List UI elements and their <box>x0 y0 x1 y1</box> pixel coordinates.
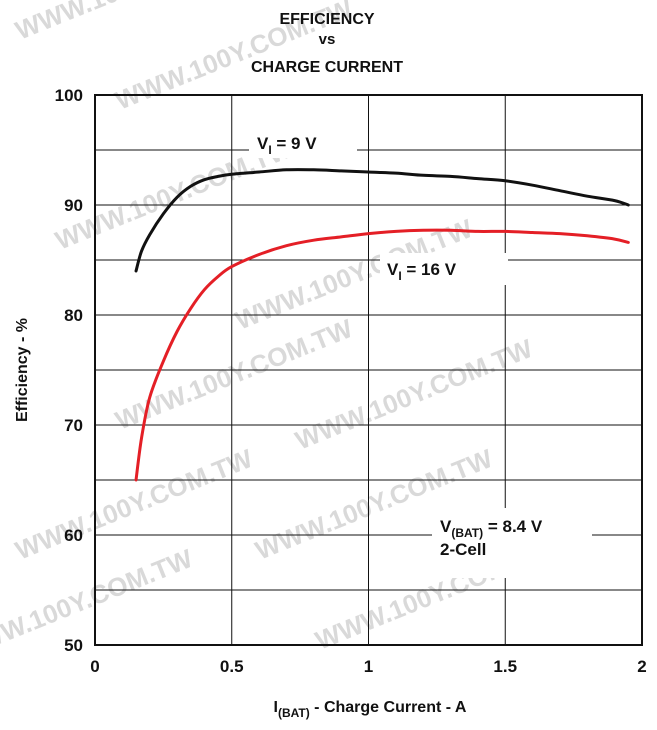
x-axis-label-prefix: I <box>274 699 278 716</box>
annotation-16v: VI = 16 V <box>387 260 457 283</box>
annotation-vbat-bg <box>432 508 592 578</box>
x-tick-label: 2 <box>637 657 646 676</box>
annotation-vbat-rest: = 8.4 V <box>483 517 543 536</box>
annotation-16v-bg <box>380 253 508 285</box>
annotation-vbat-main: V <box>440 517 452 536</box>
annotation-9v-main: V <box>257 134 269 153</box>
annotation-16v-rest: = 16 V <box>402 260 457 279</box>
annotation-9v: VI = 9 V <box>257 134 317 157</box>
y-tick-label: 100 <box>55 86 83 105</box>
x-axis-label-suffix: - Charge Current - A <box>310 699 467 716</box>
series-line-9v <box>134 168 630 273</box>
watermark-text: WWW.100Y.COM.TW <box>11 443 257 566</box>
x-tick-label: 1.5 <box>493 657 517 676</box>
chart-title-line-2: vs <box>319 31 336 48</box>
annotation-vbat: V(BAT) = 8.4 V <box>440 517 543 540</box>
x-tick-label: 0.5 <box>220 657 244 676</box>
x-axis-label: I(BAT) - Charge Current - A <box>274 699 467 720</box>
y-tick-label: 70 <box>64 416 83 435</box>
y-tick-label: 60 <box>64 526 83 545</box>
x-axis-label-sub: (BAT) <box>278 706 310 720</box>
watermark-text: WWW.100Y.COM.TW <box>11 0 257 46</box>
series-layer <box>134 168 630 482</box>
annotation-16v-main: V <box>387 260 399 279</box>
annotation-vbat-sub: (BAT) <box>451 526 483 540</box>
annotation-vbat-line2: 2-Cell <box>440 540 486 559</box>
plot-frame <box>94 94 643 646</box>
y-tick-label: 80 <box>64 306 83 325</box>
y-axis-label: Efficiency - % <box>14 318 31 422</box>
x-tick-label: 0 <box>90 657 99 676</box>
annotation-9v-sub: I <box>268 143 271 157</box>
annotation-16v-sub: I <box>398 269 401 283</box>
annotation-9v-rest: = 9 V <box>272 134 318 153</box>
chart-title-line-3: CHARGE CURRENT <box>251 59 403 76</box>
y-tick-label: 50 <box>64 636 83 655</box>
x-tick-label: 1 <box>364 657 373 676</box>
chart-title-line-1: EFFICIENCY <box>279 11 374 28</box>
y-tick-label: 90 <box>64 196 83 215</box>
series-line-16v <box>134 228 630 482</box>
annotation-9v-bg <box>249 128 357 158</box>
tick-labels: 0 0.5 1 1.5 2 50 60 70 80 90 100 <box>55 86 647 676</box>
